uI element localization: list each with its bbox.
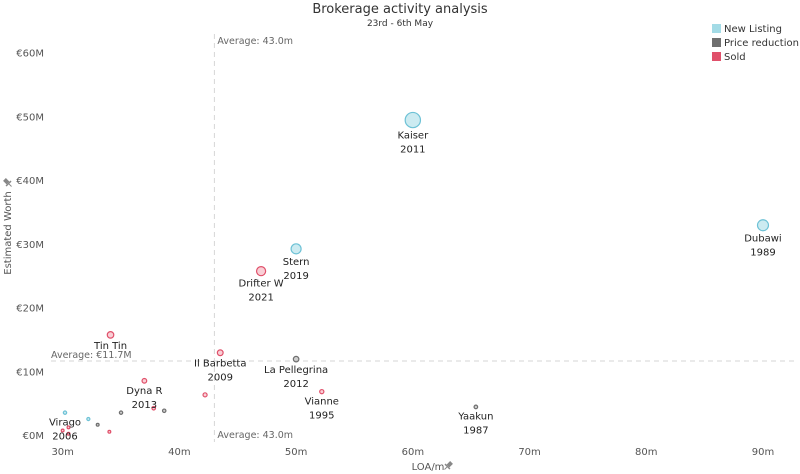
data-point[interactable]	[161, 408, 167, 414]
pin-icon	[3, 178, 12, 187]
legend-swatch	[712, 52, 721, 61]
legend-label: New Listing	[724, 24, 782, 35]
point-drifter-w[interactable]	[255, 265, 267, 277]
point-year-label: 1989	[750, 248, 775, 259]
x-tick-label: 70m	[518, 447, 540, 458]
x-tick-label: 50m	[285, 447, 307, 458]
point-name-label: Il Barbetta	[194, 359, 246, 370]
point-dyna-r[interactable]	[141, 377, 148, 384]
point-year-label: 2011	[400, 145, 425, 156]
reference-lines: Average: 43.0m Average: 43.0m Average: €11…	[51, 34, 798, 442]
point-year-label: 2019	[283, 271, 308, 282]
x-tick-label: 40m	[168, 447, 190, 458]
data-point[interactable]	[202, 392, 208, 398]
data-point[interactable]	[66, 431, 71, 436]
point-name-label: La Pellegrina	[264, 365, 328, 376]
point-year-label: 2021	[248, 293, 273, 304]
y-axis-label: Estimated Worth	[3, 191, 14, 275]
point-year-label: 2009	[208, 373, 233, 384]
point-il-barbetta[interactable]	[216, 349, 224, 357]
x-axis-title: LOA/m	[412, 461, 453, 473]
point-name-label: Yaakun	[457, 412, 493, 423]
y-axis-title: Estimated Worth	[3, 178, 14, 275]
x-tick-label: 80m	[635, 447, 657, 458]
pin-icon	[444, 461, 453, 470]
legend-label: Price reduction	[724, 38, 799, 49]
point-tin-tin[interactable]	[106, 331, 115, 339]
point-year-label: 1995	[309, 411, 334, 422]
point-labels: Kaiser 2011 Dubawi 1989 Stern 2019 Virago 2006 L…	[49, 131, 782, 443]
y-average-label: Average: €11.7M	[51, 350, 132, 361]
x-average-label-top: Average: 43.0m	[217, 36, 293, 47]
x-axis-ticks: 30m 40m 50m 60m 70m 80m 90m	[51, 447, 774, 458]
x-tick-label: 30m	[51, 447, 73, 458]
y-tick-label: €50M	[16, 112, 44, 123]
point-stern[interactable]	[290, 243, 302, 255]
legend-swatch	[712, 24, 721, 33]
x-axis-label: LOA/m	[412, 462, 445, 473]
data-points	[60, 111, 770, 436]
chart-subtitle: 23rd - 6th May	[367, 19, 434, 29]
point-year-label: 2006	[52, 431, 77, 442]
point-yaakun[interactable]	[473, 404, 479, 410]
point-la-pellegrina[interactable]	[292, 355, 300, 363]
data-point[interactable]	[151, 405, 157, 411]
point-year-label: 2012	[283, 379, 308, 390]
x-average-label-bottom: Average: 43.0m	[217, 430, 293, 441]
y-tick-label: €0M	[23, 431, 44, 442]
y-tick-label: €40M	[16, 176, 44, 187]
legend-label: Sold	[724, 52, 746, 63]
point-year-label: 1987	[463, 426, 488, 437]
data-point[interactable]	[86, 416, 91, 422]
point-name-label: Virago	[49, 417, 81, 428]
y-tick-label: €60M	[16, 49, 44, 60]
data-point[interactable]	[60, 428, 65, 433]
x-tick-label: 90m	[752, 447, 774, 458]
point-name-label: Stern	[283, 257, 310, 268]
point-name-label: Kaiser	[397, 131, 429, 142]
point-vianne[interactable]	[319, 388, 325, 395]
point-name-label: Drifter W	[239, 279, 284, 290]
y-tick-label: €10M	[16, 367, 44, 378]
chart-title: Brokerage activity analysis	[312, 2, 488, 17]
point-virago[interactable]	[62, 410, 68, 415]
point-name-label: Vianne	[305, 397, 339, 408]
point-name-label: Dubawi	[744, 234, 781, 245]
data-point[interactable]	[107, 429, 112, 434]
y-tick-label: €20M	[16, 304, 44, 315]
data-point[interactable]	[118, 410, 124, 415]
point-name-label: Tin Tin	[93, 341, 127, 352]
y-tick-label: €30M	[16, 240, 44, 251]
data-point[interactable]	[66, 425, 71, 430]
point-year-label: 2013	[132, 400, 157, 411]
legend-swatch	[712, 38, 721, 47]
point-name-label: Dyna R	[126, 386, 162, 397]
y-axis-ticks: €0M €10M €20M €30M €40M €50M €60M	[16, 49, 44, 443]
legend: New Listing Price reduction Sold	[712, 24, 799, 63]
data-point[interactable]	[95, 422, 100, 427]
point-kaiser[interactable]	[404, 111, 422, 129]
point-dubawi[interactable]	[756, 219, 770, 232]
x-tick-label: 60m	[402, 447, 424, 458]
